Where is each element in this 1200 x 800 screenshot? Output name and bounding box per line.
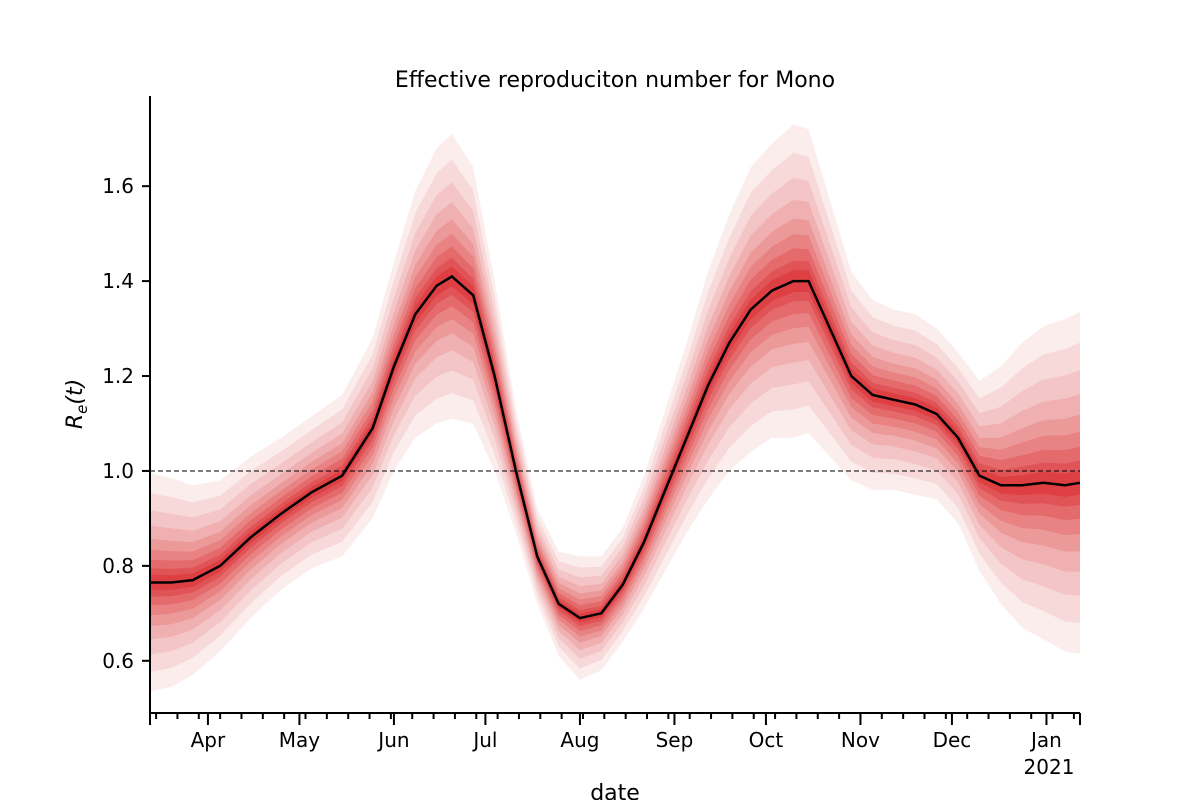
y-tick-label: 1.0	[102, 459, 134, 483]
y-axis-label-arg: (t)	[63, 379, 88, 405]
uncertainty-band-2	[150, 152, 1080, 672]
x-tick-label: Jan	[1029, 728, 1062, 752]
x-tick-label: Sep	[656, 728, 694, 752]
uncertainty-band-1	[150, 124, 1080, 692]
x-tick-label: Apr	[191, 728, 226, 752]
x-tick-label: Nov	[841, 728, 880, 752]
x-tick-label: Dec	[933, 728, 972, 752]
x-tick-label: Jun	[376, 728, 409, 752]
x-ticks: Apr May Jun Jul Aug Sep Oct Nov Dec Jan	[149, 713, 1081, 752]
y-ticks: 0.6 0.8 1.0 1.2 1.4 1.6	[102, 174, 150, 673]
uncertainty-band-3	[150, 177, 1080, 659]
x-axis-label: date	[590, 781, 640, 800]
y-axis-label: Re(t)	[63, 379, 91, 429]
x-tick-label: Oct	[749, 728, 784, 752]
median-series-line	[150, 274, 1081, 620]
y-tick-label: 1.4	[102, 269, 134, 293]
y-tick-label: 0.8	[102, 554, 134, 578]
uncertainty-band-5	[150, 218, 1080, 643]
x-tick-label: Jul	[471, 728, 497, 752]
y-tick-label: 0.6	[102, 649, 134, 673]
x-year-label: 2021	[1024, 755, 1075, 779]
x-tick-label: Aug	[560, 728, 599, 752]
uncertainty-bands	[150, 124, 1080, 692]
chart-title: Effective reproduciton number for Mono	[395, 68, 835, 93]
x-tick-label: May	[279, 728, 321, 752]
y-axis-label-base: R	[63, 414, 88, 429]
uncertainty-band-4	[150, 199, 1080, 651]
y-axis-label-sub: e	[73, 405, 91, 414]
y-tick-label: 1.2	[102, 364, 134, 388]
y-tick-label: 1.6	[102, 174, 134, 198]
